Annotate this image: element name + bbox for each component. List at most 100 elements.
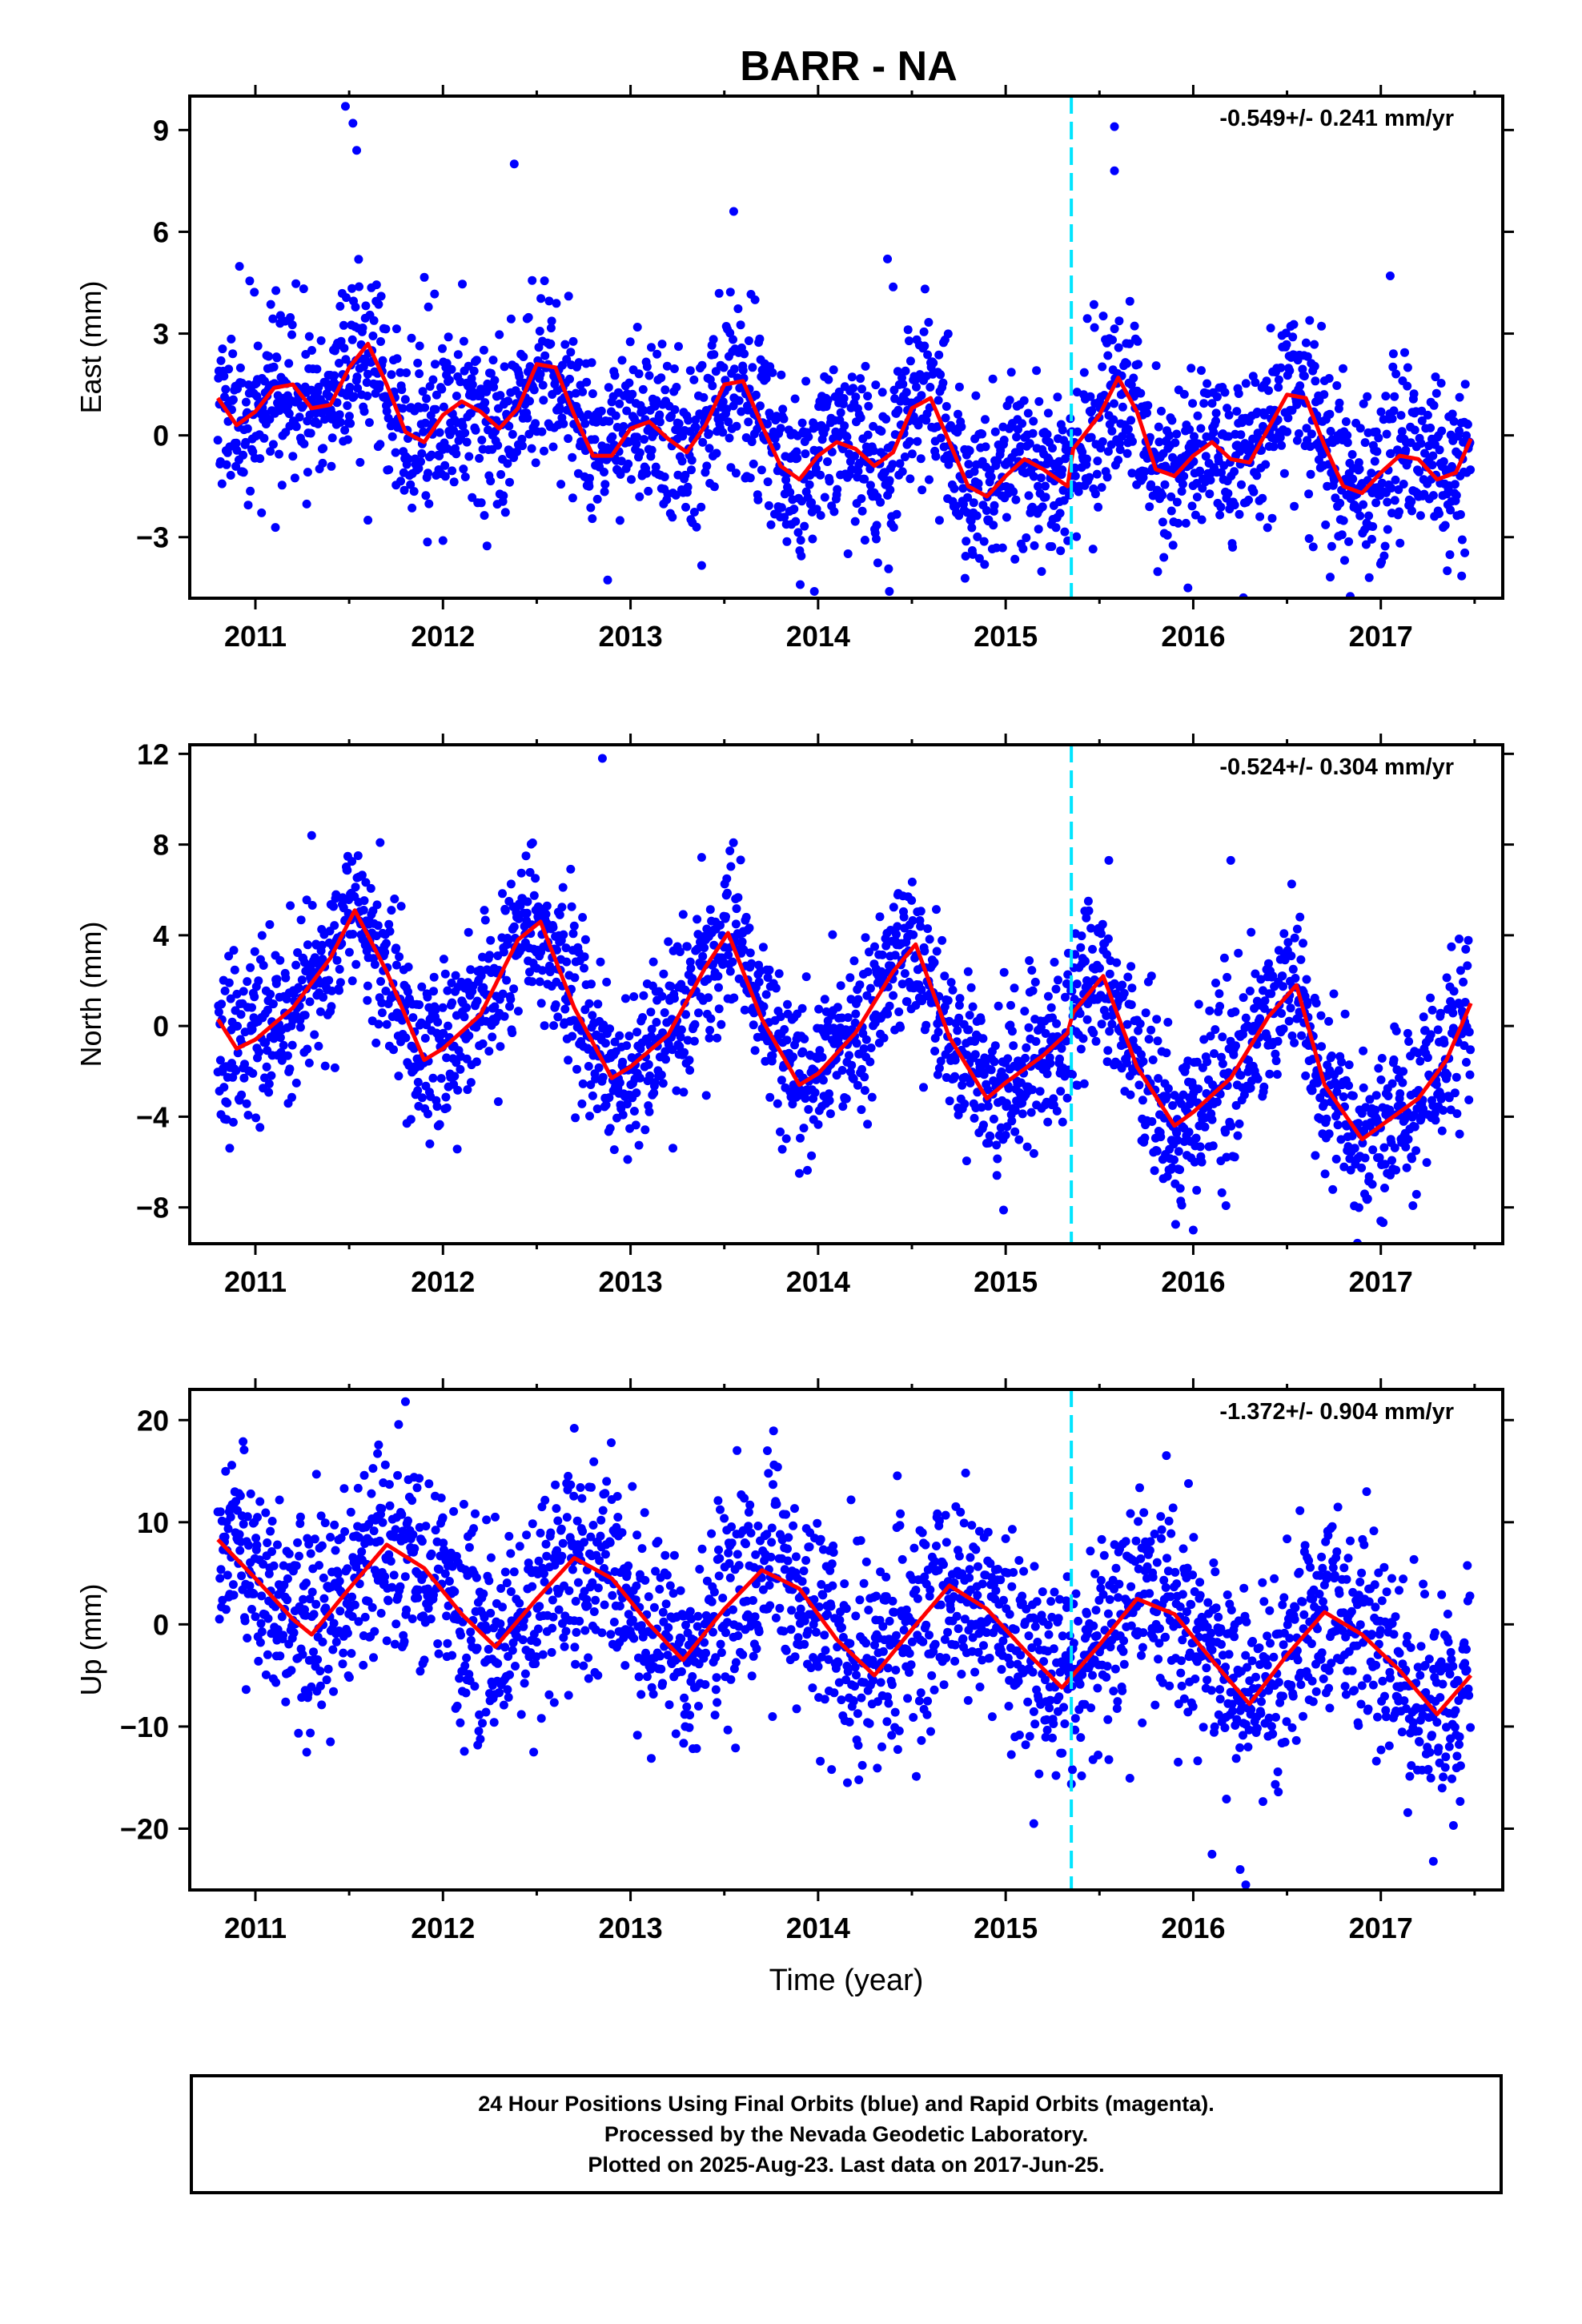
data-point [1264, 959, 1273, 968]
data-point [1339, 1092, 1348, 1101]
data-point [921, 1020, 931, 1030]
data-point [1226, 855, 1235, 865]
data-point [763, 477, 773, 487]
data-point [705, 1033, 714, 1043]
data-point [676, 1032, 685, 1042]
data-point [314, 1041, 323, 1051]
data-point [1299, 372, 1309, 381]
data-point [703, 975, 713, 984]
data-point [1230, 501, 1239, 510]
x-tick-label: 2014 [786, 620, 850, 653]
data-point [404, 454, 413, 464]
data-point [443, 986, 452, 995]
data-point [348, 119, 358, 128]
data-point [460, 428, 470, 438]
y-tick-label: 3 [153, 318, 169, 351]
data-point [1108, 336, 1117, 344]
data-point [1258, 493, 1267, 503]
data-point [709, 335, 718, 344]
data-point [260, 1073, 269, 1083]
data-point [1073, 427, 1082, 436]
data-point [1217, 1188, 1227, 1197]
data-point [725, 287, 735, 297]
data-point [243, 1634, 252, 1642]
data-point [1029, 1148, 1038, 1158]
data-point [737, 937, 747, 947]
data-point [1251, 969, 1260, 979]
data-point [714, 1004, 724, 1014]
data-point [564, 434, 573, 444]
data-point [685, 1055, 694, 1065]
data-point [708, 381, 717, 391]
data-point [1260, 996, 1270, 1006]
data-point [1450, 1088, 1460, 1098]
data-point [1170, 1155, 1178, 1164]
data-point [406, 480, 416, 489]
data-point [945, 1016, 954, 1026]
data-point [243, 501, 253, 510]
data-point [498, 889, 507, 899]
data-point [979, 1120, 988, 1130]
data-point [1150, 1166, 1159, 1176]
data-point [1046, 1003, 1056, 1012]
data-point [1199, 399, 1209, 408]
data-point [1370, 456, 1379, 466]
data-point [1341, 417, 1351, 426]
data-point [1398, 1078, 1407, 1088]
data-point [1339, 516, 1348, 525]
data-point [264, 1080, 274, 1088]
data-point [250, 947, 259, 956]
data-point [1401, 445, 1411, 455]
data-point [1219, 953, 1229, 963]
data-point [1018, 1109, 1027, 1119]
data-point [1173, 1136, 1182, 1145]
data-point [1082, 1015, 1092, 1024]
data-point [266, 447, 275, 456]
data-point [801, 376, 811, 386]
data-point [828, 930, 837, 939]
y-tick-label: −3 [136, 521, 169, 554]
data-point [1359, 399, 1368, 408]
data-point [246, 963, 255, 972]
data-point [568, 452, 577, 462]
data-point [758, 943, 768, 952]
data-point [438, 344, 447, 353]
data-point [849, 384, 858, 393]
data-point [286, 901, 295, 911]
data-point [1097, 483, 1106, 493]
data-point [235, 1546, 245, 1555]
data-point [374, 1019, 383, 1029]
data-point [725, 433, 734, 443]
data-point [287, 320, 297, 330]
data-point [442, 1053, 452, 1063]
data-point [1163, 1018, 1173, 1027]
data-point [1103, 351, 1113, 360]
data-point [1389, 406, 1399, 416]
data-point [801, 972, 811, 982]
data-point [729, 335, 737, 344]
data-point [620, 994, 630, 1003]
data-point [847, 464, 857, 474]
data-point [713, 971, 723, 981]
data-point [1448, 1008, 1458, 1018]
data-point [1241, 379, 1251, 388]
data-point [865, 480, 875, 490]
data-point [458, 279, 467, 289]
data-point [1199, 1035, 1209, 1044]
data-point [879, 1033, 889, 1043]
data-point [999, 436, 1009, 444]
data-point [782, 1035, 792, 1045]
data-point [1217, 468, 1226, 477]
data-point [1224, 432, 1233, 441]
data-point [618, 1110, 628, 1120]
data-point [315, 1007, 325, 1016]
data-point [1387, 1079, 1397, 1088]
data-point [698, 951, 708, 961]
data-point [247, 1025, 257, 1034]
data-point [970, 1050, 980, 1059]
data-point [1146, 1025, 1156, 1035]
data-point [476, 971, 486, 980]
data-point [310, 1030, 319, 1039]
data-point [938, 378, 948, 388]
data-point [610, 1037, 620, 1047]
